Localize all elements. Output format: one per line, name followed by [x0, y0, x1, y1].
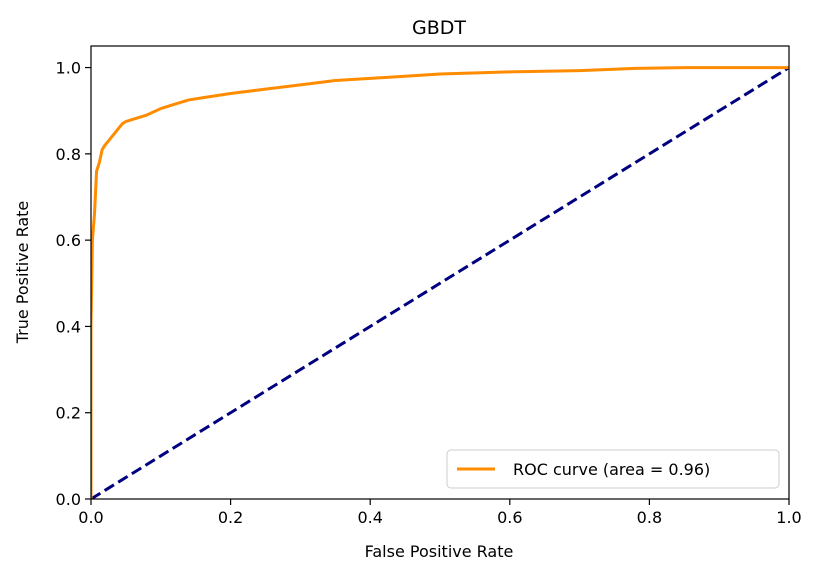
y-tick-label: 0.6: [56, 231, 81, 250]
legend-box: [446, 449, 780, 489]
y-tick-label: 0.8: [56, 145, 81, 164]
x-tick-label: 0.6: [497, 508, 522, 527]
chance-diagonal-line: [91, 66, 789, 499]
legend: ROC curve (area = 0.96): [446, 449, 780, 489]
plot-frame: [90, 45, 790, 500]
y-axis-label: True Positive Rate: [13, 201, 32, 345]
y-tick-label: 0.4: [56, 317, 81, 336]
x-tick-label: 1.0: [776, 508, 801, 527]
series-layer: [91, 66, 789, 499]
x-tick-label: 0.0: [78, 508, 103, 527]
x-tick-label: 0.4: [357, 508, 382, 527]
y-tick-label: 0.2: [56, 404, 81, 423]
chart-title: GBDT: [412, 17, 466, 39]
legend-label: ROC curve (area = 0.96): [513, 460, 710, 479]
x-tick-label: 0.8: [637, 508, 662, 527]
y-tick-label: 0.0: [56, 490, 81, 509]
x-tick-label: 0.2: [218, 508, 243, 527]
roc-curve-line: [91, 66, 789, 499]
y-tick-label: 1.0: [56, 59, 81, 78]
x-axis-label: False Positive Rate: [365, 542, 514, 561]
ticks-layer: 0.0 0.2 0.4 0.6 0.8 1.0 0.0 0.2 0.4 0.6 0.8 1.0: [56, 59, 802, 527]
